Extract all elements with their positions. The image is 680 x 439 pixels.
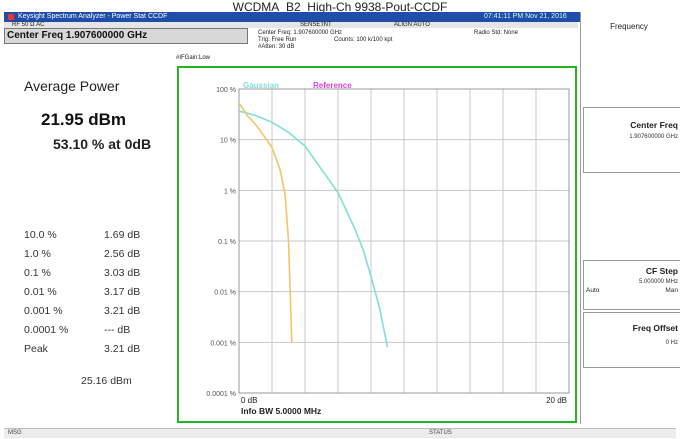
stat-value: --- dB: [104, 324, 131, 336]
legend-gaussian: Gaussian: [243, 81, 279, 90]
stat-value: 3.17 dB: [104, 286, 141, 298]
stat-row: 0.001 % 3.21 dB: [24, 305, 174, 324]
stat-prob: Peak: [24, 343, 48, 355]
stat-row: 0.1 % 3.03 dB: [24, 267, 174, 286]
setting-trigger: Trig: Free Run: [258, 37, 297, 43]
stat-value: 3.03 dB: [104, 267, 141, 279]
gaussian-trace: [238, 110, 389, 348]
app-icon: [8, 14, 14, 20]
stat-prob: 0.1 %: [24, 267, 51, 279]
softkey-menu-title: Frequency: [610, 22, 648, 31]
softkey-center-freq[interactable]: Center Freq 1.907600000 GHz: [583, 107, 680, 173]
input-info: RF 50 Ω AC: [12, 22, 45, 28]
softkey-panel: Frequency Center Freq 1.907600000 GHz CF…: [580, 12, 680, 424]
results-panel: Average Power 21.95 dBm 53.10 % at 0dB 1…: [4, 66, 176, 429]
align-info: ALIGN AUTO: [394, 22, 430, 28]
softkey-cf-step-auto[interactable]: Auto: [586, 287, 600, 294]
center-freq-display[interactable]: Center Freq 1.907600000 GHz: [4, 28, 248, 44]
average-power-label: Average Power: [24, 78, 120, 94]
status-bar: MSG STATUS: [4, 428, 676, 438]
status-center: STATUS: [429, 430, 452, 436]
y-tick-label: 0.1 %: [218, 239, 236, 246]
y-tick-label: 0.001 %: [210, 340, 236, 347]
x-start-label: 0 dB: [241, 396, 257, 405]
softkey-cf-step-man[interactable]: Man: [665, 287, 678, 294]
x-end-label: 20 dB: [546, 396, 567, 405]
average-percent: 53.10 % at 0dB: [53, 136, 152, 152]
stat-value: 1.69 dB: [104, 229, 141, 241]
setting-atten: #Atten: 30 dB: [258, 44, 295, 50]
y-tick-label: 10 %: [220, 138, 236, 145]
softkey-freq-offset[interactable]: Freq Offset 0 Hz: [583, 312, 680, 368]
window-title: Keysight Spectrum Analyzer - Power Stat …: [18, 13, 168, 20]
softkey-cf-step[interactable]: CF Step 5.000000 MHz Auto Man: [583, 260, 680, 310]
ifgain-info: #IFGain:Low: [176, 55, 211, 61]
softkey-freq-offset-value: 0 Hz: [665, 340, 678, 346]
setting-counts: Counts: 100 k/100 kpt: [334, 37, 393, 43]
menu-strip: [4, 22, 578, 28]
y-tick-label: 0.01 %: [214, 290, 236, 297]
legend-reference: Reference: [313, 81, 352, 90]
y-tick-label: 0.0001 %: [206, 391, 236, 398]
plot-frame: [238, 88, 570, 394]
stat-row: Peak 3.21 dB: [24, 343, 174, 362]
softkey-center-freq-value: 1.907600000 GHz: [629, 134, 678, 140]
y-tick-label: 100 %: [216, 87, 236, 94]
radio-std: Radio Std: None: [474, 30, 519, 36]
stat-prob: 10.0 %: [24, 229, 57, 241]
average-power-value: 21.95 dBm: [41, 110, 127, 129]
info-bw-label: Info BW 5.0000 MHz: [241, 406, 321, 416]
ccdf-plot: 100 % 10 % 1 % 0.1 % 0.01 % 0.001 % 0.0001 % Ga…: [206, 81, 570, 416]
stat-prob: 0.01 %: [24, 286, 57, 298]
ccdf-stats-table: 10.0 % 1.69 dB 1.0 % 2.56 dB 0.1 % 3.03 dB …: [24, 229, 174, 362]
stat-prob: 0.0001 %: [24, 324, 69, 336]
window-titlebar: Keysight Spectrum Analyzer - Power Stat …: [4, 12, 676, 22]
stat-row: 0.01 % 3.17 dB: [24, 286, 174, 305]
softkey-cf-step-label: CF Step: [645, 266, 678, 276]
stat-value: 3.21 dB: [104, 305, 141, 317]
softkey-freq-offset-label: Freq Offset: [632, 323, 678, 333]
softkey-center-freq-label: Center Freq: [630, 120, 678, 130]
stat-row: 1.0 % 2.56 dB: [24, 248, 174, 267]
stat-prob: 1.0 %: [24, 248, 51, 260]
peak-dbm: 25.16 dBm: [81, 375, 132, 387]
stat-row: 10.0 % 1.69 dB: [24, 229, 174, 248]
stat-value: 2.56 dB: [104, 248, 141, 260]
y-tick-label: 1 %: [224, 188, 236, 195]
setting-center-freq: Center Freq: 1.907600000 GHz: [258, 30, 343, 36]
status-msg: MSG: [8, 430, 22, 436]
stat-prob: 0.001 %: [24, 305, 63, 317]
measured-trace: [238, 102, 293, 343]
sense-info: SENSE:INT: [300, 22, 332, 28]
stat-row: 0.0001 % --- dB: [24, 324, 174, 343]
page-title: WCDMA_B2_High-Ch 9938-Pout-CCDF: [232, 0, 448, 14]
window-datetime: 07:41:11 PM Nov 21, 2016: [484, 13, 567, 20]
softkey-cf-step-value: 5.000000 MHz: [638, 279, 678, 285]
ccdf-graph[interactable]: 100 % 10 % 1 % 0.1 % 0.01 % 0.001 % 0.0001 % Ga…: [177, 66, 577, 423]
measurement-header: Center Freq 1.907600000 GHz RF 50 Ω AC #…: [4, 22, 578, 64]
stat-value: 3.21 dB: [104, 343, 141, 355]
